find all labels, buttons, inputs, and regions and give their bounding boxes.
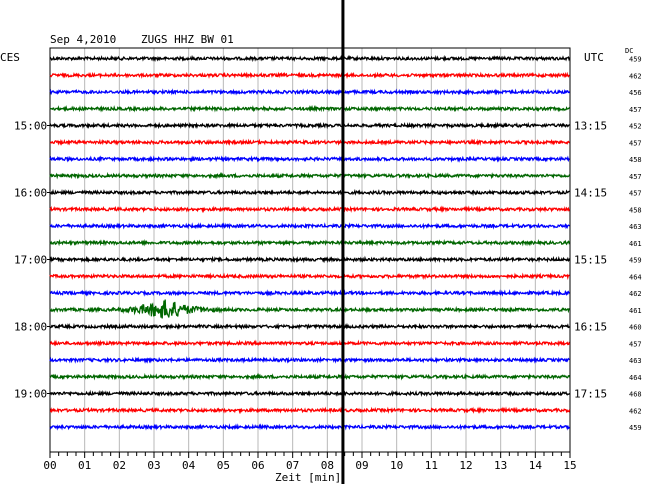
x-axis-label: Zeit [min] [275,471,342,484]
seismic-trace [49,71,570,80]
dc-value: 463 [629,223,642,231]
dc-value: 459 [629,424,642,432]
dc-value: 463 [629,357,642,365]
x-tick-label: 05 [217,459,230,472]
seismic-trace [49,356,570,364]
dc-value: 457 [629,139,642,147]
right-time-label: 13:15 [574,120,607,133]
x-tick-label: 04 [182,459,196,472]
seismic-trace [49,322,571,331]
dc-value: 458 [629,206,642,214]
x-tick-label: 06 [251,459,264,472]
seismic-trace [49,423,571,431]
x-tick-label: 11 [425,459,438,472]
seismic-trace [49,171,571,180]
seismic-trace [49,406,571,415]
seismic-trace [49,389,571,398]
seismic-trace [49,121,570,130]
dc-value: 457 [629,173,642,181]
seismic-trace [49,255,571,264]
right-time-label: 15:15 [574,254,607,267]
right-timezone-label: UTC [584,51,604,64]
x-tick-label: 13 [494,459,507,472]
seismic-trace [49,138,570,147]
seismic-trace [49,205,571,214]
header-date: Sep 4,2010 [50,33,117,46]
left-time-label: 17:00 [14,254,47,267]
x-tick-label: 10 [390,459,403,472]
x-tick-label: 09 [355,459,368,472]
seismic-trace [49,105,571,113]
x-tick-label: 01 [78,459,91,472]
right-time-label: 17:15 [574,388,607,401]
right-time-label: 14:15 [574,187,607,200]
dc-value: 458 [629,156,642,164]
dc-value: 461 [629,240,642,248]
dc-value: 462 [629,72,642,80]
x-tick-label: 07 [286,459,299,472]
dc-value: 461 [629,307,642,315]
seismic-trace [49,88,571,96]
dc-value: 457 [629,190,642,198]
x-tick-label: 00 [43,459,56,472]
seismic-trace [49,238,571,247]
seismic-trace [49,188,570,197]
left-time-label: 16:00 [14,187,47,200]
dc-value: 468 [629,391,642,399]
dc-value: 464 [629,273,642,281]
seismic-trace [49,299,570,319]
dc-value: 457 [629,106,642,114]
right-time-label: 16:15 [574,321,607,334]
seismic-trace [49,222,570,230]
dc-value: 460 [629,324,642,332]
left-time-label: 15:00 [14,120,47,133]
dc-value: 456 [629,89,642,97]
seismic-trace [49,289,571,297]
dc-value: 464 [629,374,642,382]
dc-label: DC [625,47,634,55]
seismic-trace [49,372,571,381]
dc-value: 459 [629,56,642,64]
header-station: ZUGS HHZ BW 01 [141,33,234,46]
dc-value: 462 [629,290,642,298]
dc-value: 452 [629,123,642,131]
dc-value: 459 [629,257,642,265]
x-tick-label: 03 [147,459,160,472]
dc-value: 462 [629,407,642,415]
left-timezone-label: CES [0,51,20,64]
seismic-trace [49,155,570,163]
left-time-label: 18:00 [14,321,47,334]
x-tick-label: 14 [529,459,543,472]
dc-value: 457 [629,340,642,348]
seismic-trace [49,54,571,63]
x-tick-label: 15 [563,459,576,472]
seismic-trace [49,339,571,348]
seismic-trace [49,272,570,281]
x-tick-label: 02 [113,459,126,472]
x-tick-label: 08 [321,459,334,472]
x-tick-label: 12 [459,459,472,472]
left-time-label: 19:00 [14,388,47,401]
